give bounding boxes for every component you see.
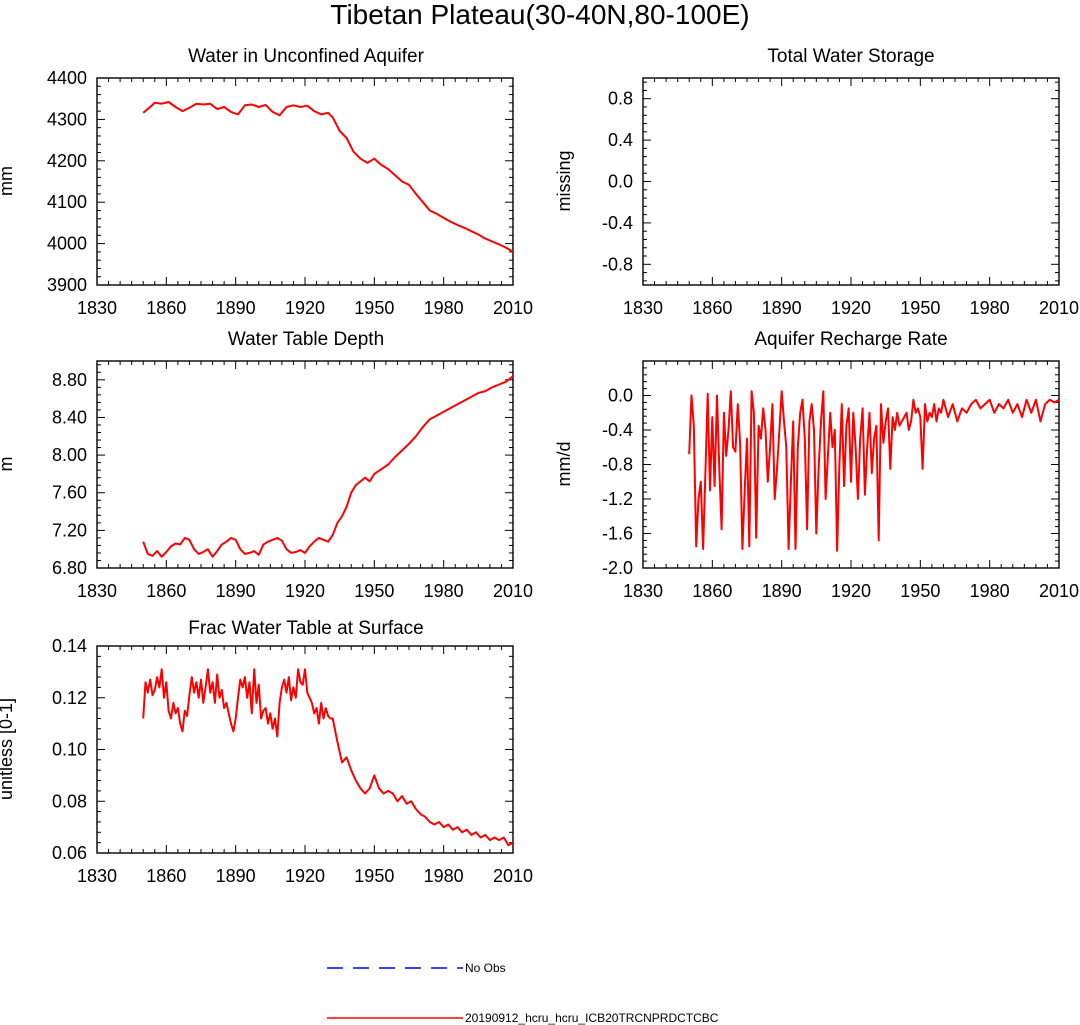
- y-tick-label: -0.8: [602, 455, 633, 475]
- x-tick-label: 1890: [762, 581, 802, 601]
- series-line: [688, 390, 1060, 552]
- legend: No Obs 20190912_hcru_hcru_ICB20TRCNPRDCT…: [327, 961, 719, 1025]
- y-tick-label: 4200: [47, 151, 87, 171]
- figure-title: Tibetan Plateau(30-40N,80-100E): [330, 0, 749, 30]
- plot-area: 1830 1860 1890 1920 1950 1980 2010 3900 4000 4100…: [47, 68, 533, 318]
- y-tick-label: -1.2: [602, 489, 633, 509]
- x-tick-label: 1890: [216, 581, 256, 601]
- y-tick-label: 0.0: [608, 386, 633, 406]
- x-tick-label: 2010: [493, 581, 533, 601]
- panel-total-water-storage: Total Water Storage missing 1830 1860 1890…: [554, 46, 1079, 318]
- y-axis-label: mm/d: [554, 442, 574, 487]
- x-tick-label: 1920: [285, 581, 325, 601]
- y-tick-label: 0.4: [608, 130, 633, 150]
- x-tick-label: 1890: [216, 298, 256, 318]
- x-tick-label: 1950: [354, 581, 394, 601]
- x-tick-label: 1950: [900, 581, 940, 601]
- x-tick-label: 2010: [1039, 581, 1079, 601]
- x-tick-label: 1830: [623, 581, 663, 601]
- y-tick-label: 0.14: [52, 636, 87, 656]
- panel-aquifer-recharge-rate: Aquifer Recharge Rate mm/d 1830 1860 1890 1…: [554, 329, 1079, 601]
- panel-title: Frac Water Table at Surface: [188, 618, 424, 639]
- x-tick-label: 1920: [831, 581, 871, 601]
- y-tick-label: 0.8: [608, 89, 633, 109]
- x-tick-label: 1980: [424, 581, 464, 601]
- y-axis-label: m: [0, 457, 16, 472]
- x-tick-label: 1980: [424, 298, 464, 318]
- x-tick-label: 2010: [493, 298, 533, 318]
- x-tick-label: 1860: [692, 581, 732, 601]
- series-line: [142, 668, 514, 847]
- y-tick-label: 8.40: [52, 407, 87, 427]
- x-tick-label: 1950: [354, 866, 394, 886]
- y-axis-label: mm: [0, 166, 16, 196]
- plot-frame: [96, 360, 514, 569]
- panel-water-table-depth: Water Table Depth m 1830 1860 1890 1920 1950…: [0, 329, 533, 601]
- x-tick-label: 1980: [970, 298, 1010, 318]
- plot-area: 1830 1860 1890 1920 1950 1980 2010 6.80 7.20 7.60…: [52, 360, 533, 601]
- y-tick-label: -2.0: [602, 558, 633, 578]
- y-tick-label: 4100: [47, 192, 87, 212]
- legend-obs-label: No Obs: [465, 961, 506, 975]
- y-axis-label: unitless [0-1]: [0, 698, 16, 800]
- y-axis-label: missing: [554, 150, 574, 211]
- x-tick-label: 1890: [762, 298, 802, 318]
- x-tick-label: 1950: [900, 298, 940, 318]
- x-tick-label: 1830: [623, 298, 663, 318]
- x-tick-label: 1860: [146, 298, 186, 318]
- y-tick-label: 4400: [47, 68, 87, 88]
- x-tick-label: 1980: [970, 581, 1010, 601]
- y-tick-label: -1.6: [602, 524, 633, 544]
- x-tick-label: 1860: [146, 866, 186, 886]
- plot-area: 1830 1860 1890 1920 1950 1980 2010 -2.0 -1.6 -1.2…: [602, 360, 1079, 601]
- panel-title: Water in Unconfined Aquifer: [188, 46, 425, 67]
- y-tick-label: -0.4: [602, 213, 633, 233]
- y-tick-label: 8.00: [52, 445, 87, 465]
- x-tick-label: 2010: [1039, 298, 1079, 318]
- x-tick-label: 1830: [77, 866, 117, 886]
- x-tick-label: 1890: [216, 866, 256, 886]
- y-tick-label: 7.60: [52, 483, 87, 503]
- panel-title: Water Table Depth: [228, 329, 384, 350]
- y-tick-label: 0.06: [52, 843, 87, 863]
- y-tick-label: 7.20: [52, 520, 87, 540]
- x-tick-label: 1950: [354, 298, 394, 318]
- y-tick-label: -0.4: [602, 420, 633, 440]
- y-tick-label: 0.10: [52, 740, 87, 760]
- legend-model-label: 20190912_hcru_hcru_ICB20TRCNPRDCTCBC: [465, 1011, 719, 1025]
- x-tick-label: 1830: [77, 298, 117, 318]
- x-tick-label: 1920: [285, 298, 325, 318]
- plot-frame: [96, 77, 514, 286]
- x-tick-label: 1860: [692, 298, 732, 318]
- x-tick-label: 1920: [831, 298, 871, 318]
- y-tick-label: 0.08: [52, 791, 87, 811]
- y-tick-label: -0.8: [602, 254, 633, 274]
- plot-area: 1830 1860 1890 1920 1950 1980 2010 0.06 0.08 0.10…: [52, 636, 533, 886]
- y-tick-label: 4300: [47, 109, 87, 129]
- series-line: [142, 375, 514, 558]
- y-tick-label: 4000: [47, 234, 87, 254]
- y-tick-label: 0.0: [608, 172, 633, 192]
- y-tick-label: 3900: [47, 275, 87, 295]
- y-tick-label: 0.12: [52, 688, 87, 708]
- y-tick-label: 8.80: [52, 370, 87, 390]
- x-tick-label: 1860: [146, 581, 186, 601]
- panel-water-in-unconfined-aquifer: Water in Unconfined Aquifer mm 1830 1860 1…: [0, 46, 533, 318]
- x-tick-label: 1980: [424, 866, 464, 886]
- y-tick-label: 6.80: [52, 558, 87, 578]
- series-line: [142, 101, 514, 253]
- plot-area: 1830 1860 1890 1920 1950 1980 2010 -0.8 -0.4 0.0 0…: [602, 77, 1079, 318]
- panel-title: Aquifer Recharge Rate: [754, 329, 947, 350]
- x-tick-label: 1830: [77, 581, 117, 601]
- plot-frame: [642, 77, 1060, 286]
- panel-frac-water-table-at-surface: Frac Water Table at Surface unitless [0-…: [0, 618, 533, 886]
- x-tick-label: 2010: [493, 866, 533, 886]
- panel-title: Total Water Storage: [767, 46, 934, 67]
- x-tick-label: 1920: [285, 866, 325, 886]
